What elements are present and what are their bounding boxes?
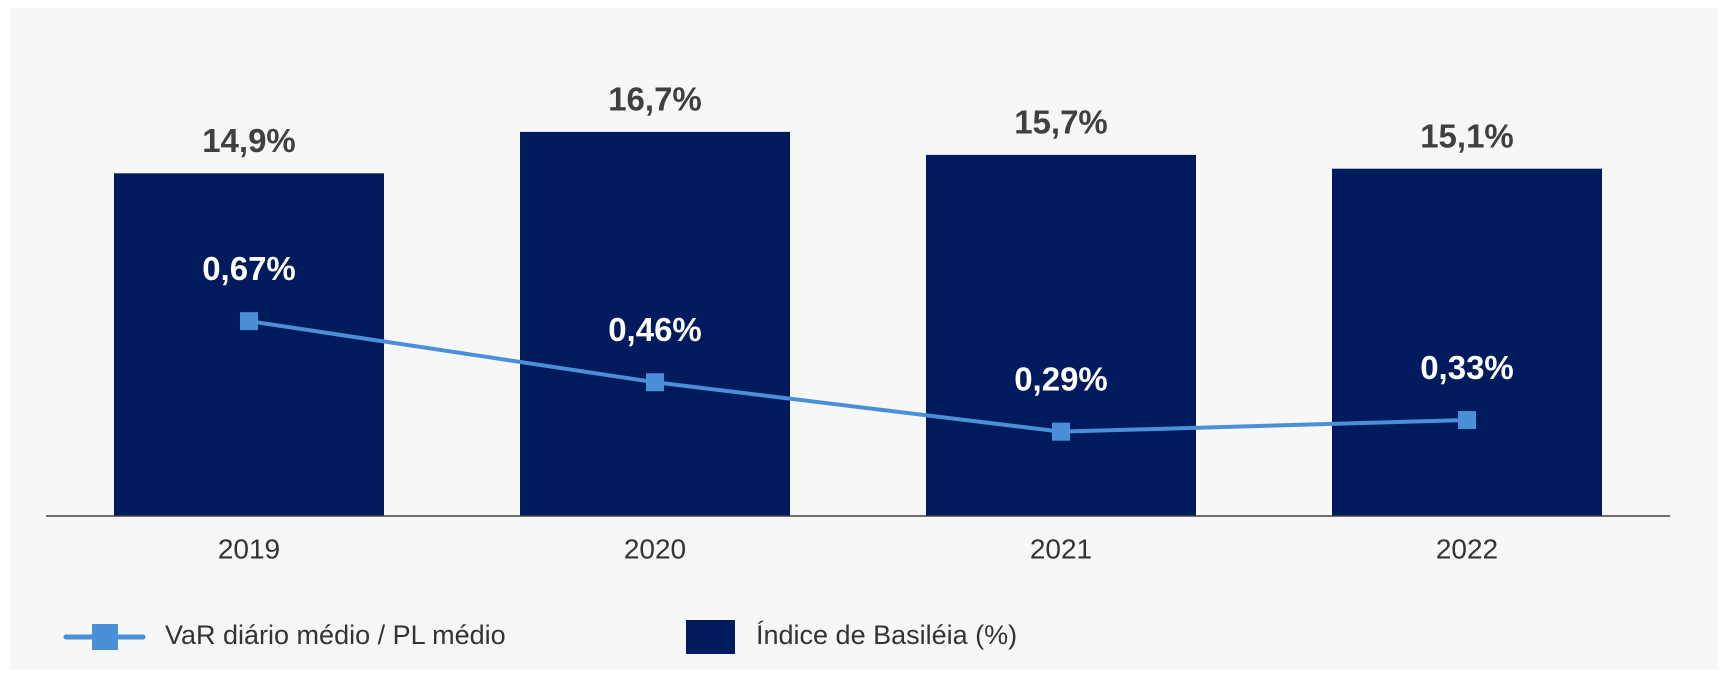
bar [926, 154, 1196, 516]
line-marker [1052, 422, 1070, 441]
legend-label: VaR diário médio / PL médio [165, 620, 506, 650]
line-marker [646, 373, 664, 392]
bar-value-label: 15,1% [1420, 117, 1514, 154]
line-value-label: 0,46% [608, 311, 702, 348]
line-value-label: 0,29% [1014, 360, 1108, 397]
x-tick-label: 2020 [624, 533, 686, 564]
line-marker [1458, 411, 1476, 430]
bar [520, 131, 790, 516]
bar-value-label: 16,7% [608, 81, 702, 118]
x-tick-label: 2021 [1030, 533, 1092, 564]
bar-value-label: 14,9% [202, 122, 296, 159]
bar [114, 173, 384, 517]
line-value-label: 0,33% [1420, 349, 1514, 386]
legend-marker [92, 624, 118, 650]
legend-swatch [686, 620, 735, 654]
line-value-label: 0,67% [202, 250, 296, 287]
line [248, 319, 1468, 434]
line-marker [240, 312, 258, 331]
bar-value-label: 15,7% [1014, 104, 1108, 141]
x-tick-label: 2019 [218, 533, 280, 564]
legend-label: Índice de Basiléia (%) [756, 620, 1017, 650]
bar [1332, 168, 1602, 516]
x-tick-label: 2022 [1436, 533, 1498, 564]
